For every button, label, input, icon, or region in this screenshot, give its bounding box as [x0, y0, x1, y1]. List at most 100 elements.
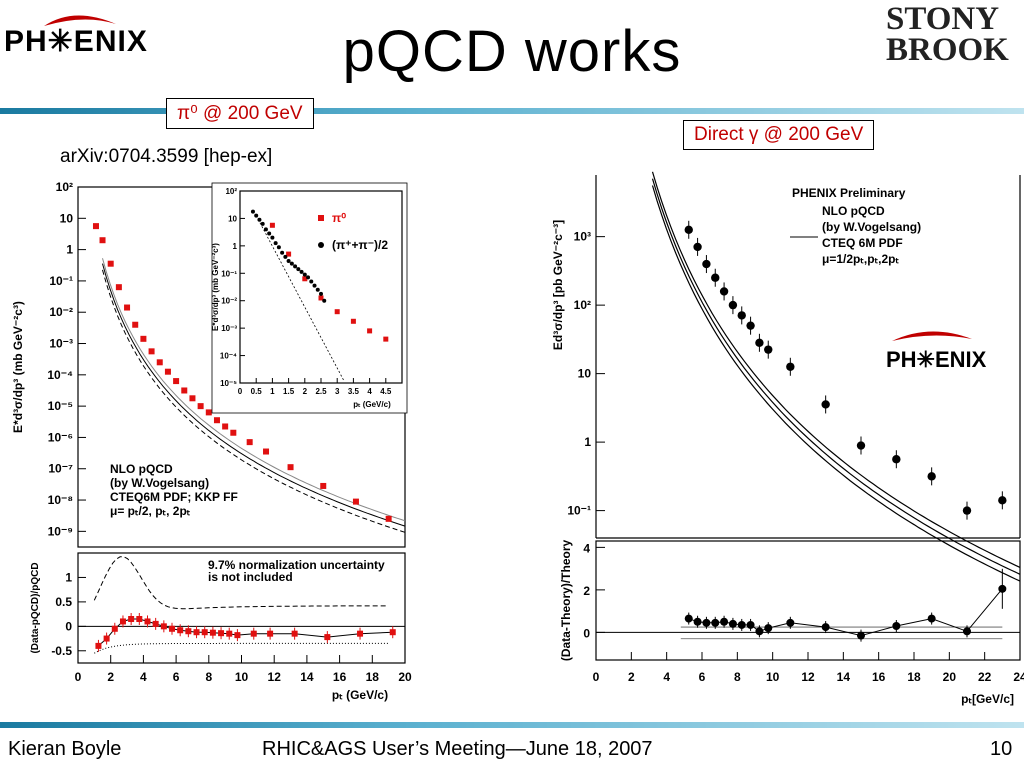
x-axis-label: pₜ (GeV/c) — [332, 688, 388, 702]
inset-charged-pion-point — [289, 261, 294, 266]
x-tick-label: 6 — [699, 670, 706, 684]
inset-charged-pion-point — [302, 272, 307, 277]
gamma-ratio-point — [755, 627, 764, 636]
gamma-data-point — [755, 338, 764, 348]
theory-legend-text: CTEQ 6M PDF — [822, 236, 903, 250]
pi0-data-point — [385, 515, 392, 522]
inset-charged-pion-point — [315, 287, 320, 292]
y-tick-label: 10⁻⁷ — [48, 462, 73, 476]
x-tick-label: 2 — [303, 387, 308, 396]
pi0-ratio-point — [185, 628, 192, 635]
footer-meeting: RHIC&AGS User’s Meeting—June 18, 2007 — [262, 738, 653, 760]
y-tick-label: 10⁻³ — [49, 337, 73, 351]
pi0-data-point — [132, 321, 139, 328]
gamma-data-point — [892, 455, 901, 464]
x-tick-label: 2.5 — [315, 387, 327, 396]
stony-brook-logo-line2: BROOK — [886, 32, 1009, 68]
y-tick-label: 0 — [583, 626, 590, 640]
y-tick-label: 10⁻³ — [221, 324, 237, 333]
y-tick-label: -0.5 — [51, 644, 72, 658]
inset-charged-pion-point — [280, 250, 285, 255]
footer-author: Kieran Boyle — [8, 738, 122, 760]
gamma-data-point — [737, 311, 746, 320]
x-tick-label: 20 — [943, 670, 957, 684]
gamma-data-point — [821, 400, 830, 409]
inset-charged-pion-point — [312, 283, 317, 288]
pi0-energy-box: π⁰ @ 200 GeV — [166, 98, 314, 129]
x-tick-label: 12 — [268, 670, 282, 684]
phenix-logo-text: PH✳ENIX — [4, 25, 148, 58]
inset-charged-pion-point — [283, 254, 288, 259]
inset-pi0-point — [318, 295, 324, 301]
y-tick-label: 10 — [60, 211, 74, 225]
x-tick-label: 8 — [205, 670, 212, 684]
theory-curve-central — [102, 263, 406, 527]
direct-photon-main-plot: 10³ 10² 10 1 10⁻¹ Ed³σ/dp³ [pb GeV⁻²c⁻³] PHENI… — [551, 171, 1021, 582]
inset-charged-pion-point — [286, 258, 291, 263]
pi0-ratio-point — [357, 630, 364, 637]
gamma-ratio-point — [693, 617, 702, 626]
pi0-ratio-point — [226, 630, 233, 637]
inset-charged-pion-point — [257, 217, 262, 222]
gamma-ratio-point — [702, 618, 711, 627]
theory-legend-text: NLO pQCD — [822, 204, 885, 218]
pi0-data-point — [320, 482, 327, 489]
inset-charged-pion-point — [293, 264, 298, 269]
preliminary-label: PHENIX Preliminary — [792, 186, 906, 200]
gamma-data-point — [746, 321, 755, 330]
y-tick-label: 10⁻⁴ — [220, 352, 237, 361]
gamma-ratio-point — [711, 618, 720, 627]
x-tick-label: 2 — [628, 670, 635, 684]
pi0-ratio-point — [209, 629, 216, 636]
y-tick-label: 1 — [584, 435, 591, 449]
x-tick-label: 6 — [173, 670, 180, 684]
inset-charged-pion-point — [267, 231, 272, 236]
theory-legend-text: (by W.Vogelsang) — [822, 220, 921, 234]
x-tick-label: 12 — [801, 670, 815, 684]
exponential-fit-line — [255, 215, 345, 381]
inset-pi0-point — [334, 309, 340, 315]
pi0-data-point — [352, 498, 359, 505]
gamma-data-point — [711, 273, 720, 282]
pi0-ratio-point — [234, 632, 241, 639]
normalization-note: is not included — [208, 570, 293, 584]
x-axis-label: pₜ[GeV/c] — [961, 692, 1014, 706]
direct-photon-figure: 10³ 10² 10 1 10⁻¹ Ed³σ/dp³ [pb GeV⁻²c⁻³] PHENI… — [540, 155, 1024, 715]
inset-charged-pion-point — [319, 291, 323, 296]
y-tick-label: 10⁻⁴ — [47, 368, 73, 382]
pi0-ratio-point — [177, 627, 184, 634]
x-tick-label: 24 — [1013, 670, 1024, 684]
x-tick-label: 8 — [734, 670, 741, 684]
pi0-data-point — [107, 260, 114, 267]
y-tick-label: 1 — [66, 243, 73, 257]
y-tick-label: 10³ — [574, 230, 591, 244]
pi0-ratio-point — [250, 630, 257, 637]
y-tick-label: 0 — [65, 619, 72, 633]
x-tick-label: 3.5 — [348, 387, 360, 396]
legend-charged-pion-label: (π⁺+π⁻)/2 — [332, 238, 388, 252]
x-tick-label: 4.5 — [380, 387, 392, 396]
x-tick-label: 0 — [238, 387, 243, 396]
y-tick-label: 1 — [233, 242, 238, 251]
phenix-logo-swoosh — [44, 15, 116, 26]
x-tick-label: 14 — [837, 670, 851, 684]
legend-pi0-label: π⁰ — [332, 211, 346, 225]
pi0-ratio-point — [119, 618, 126, 625]
x-tick-label: 10 — [766, 670, 780, 684]
y-tick-label: 10⁻¹ — [567, 504, 591, 518]
inset-pi0-point — [367, 328, 373, 334]
pi0-data-point — [181, 387, 188, 394]
legend-charged-pion-marker — [318, 242, 324, 248]
inset-charged-pion-point — [270, 235, 275, 240]
pi0-data-point — [246, 439, 253, 446]
gamma-ratio-point — [786, 618, 795, 627]
inset-background — [211, 182, 408, 414]
gamma-ratio-point — [821, 623, 830, 632]
gamma-data-point — [684, 225, 693, 234]
y-axis-label: E*d³σ/dp³ (mb GeV⁻²c³) — [11, 301, 25, 433]
phenix-logo: PH✳ENIX — [4, 10, 174, 70]
gamma-ratio-point — [746, 620, 755, 629]
x-tick-label: 4 — [367, 387, 372, 396]
